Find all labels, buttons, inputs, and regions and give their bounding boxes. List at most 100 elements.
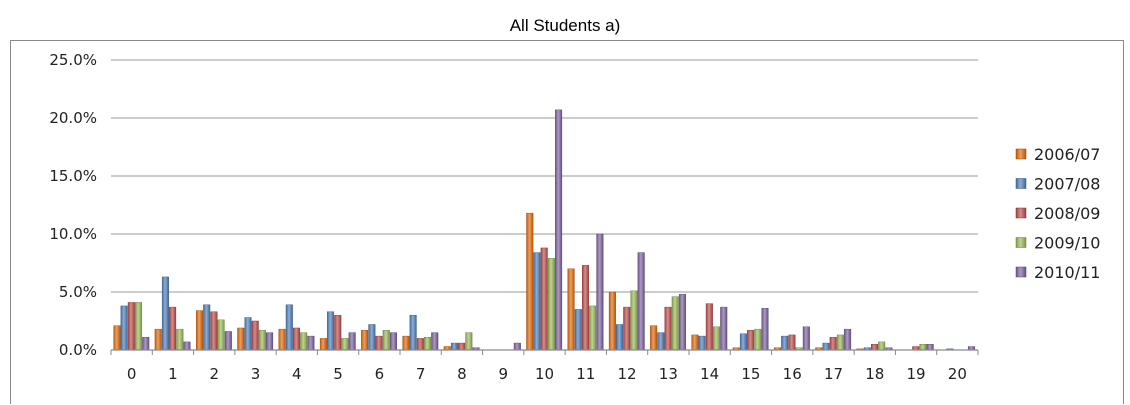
bar-2007-08-cat-10 (533, 252, 541, 351)
legend-swatch (1015, 266, 1027, 278)
bar-2008-09-cat-15 (747, 330, 755, 351)
bar-2006-07-cat-13 (650, 325, 658, 351)
y-tick-label: 5.0% (59, 283, 97, 301)
bar-2008-09-cat-8 (458, 342, 466, 351)
bar-2006-07-cat-0 (113, 325, 121, 351)
y-tick-label: 25.0% (49, 51, 97, 69)
bar-2010-11-cat-6 (389, 332, 397, 351)
bar-2007-08-cat-12 (616, 324, 624, 351)
bar-2007-08-cat-0 (120, 305, 128, 351)
bar-2007-08-cat-17 (822, 342, 830, 351)
x-tick-label: 16 (783, 365, 802, 383)
bar-2007-08-cat-16 (781, 335, 789, 351)
bar-2009-10-cat-0 (135, 302, 143, 351)
x-tick-label: 13 (659, 365, 678, 383)
bar-2006-07-cat-5 (319, 338, 327, 351)
bar-2008-09-cat-0 (127, 302, 135, 351)
bar-2007-08-cat-4 (285, 304, 293, 351)
bar-2009-10-cat-14 (713, 326, 721, 351)
bar-2010-11-cat-19 (926, 344, 934, 351)
x-tick-label: 17 (824, 365, 843, 383)
x-tick-label: 12 (618, 365, 637, 383)
bar-2009-10-cat-13 (671, 296, 679, 351)
x-tick-label: 3 (251, 365, 261, 383)
bar-2010-11-cat-5 (348, 332, 356, 351)
bar-2009-10-cat-8 (465, 332, 473, 351)
bar-2006-07-cat-2 (196, 310, 204, 351)
bar-2010-11-cat-9 (513, 342, 521, 351)
bar-2009-10-cat-19 (919, 344, 927, 351)
x-tick-label: 10 (535, 365, 554, 383)
bar-2006-07-cat-12 (608, 291, 616, 351)
chart-frame (10, 40, 1124, 404)
legend-label: 2007/08 (1034, 175, 1100, 194)
bar-2008-09-cat-12 (623, 306, 631, 351)
bar-2008-09-cat-4 (292, 327, 300, 351)
bar-2010-11-cat-16 (802, 326, 810, 351)
bar-2010-11-cat-10 (555, 109, 563, 351)
legend-swatch (1015, 148, 1027, 160)
bar-2010-11-cat-7 (431, 332, 439, 351)
bar-2007-08-cat-6 (368, 324, 376, 351)
y-tick-label: 10.0% (49, 225, 97, 243)
bar-2010-11-cat-11 (596, 233, 604, 351)
legend-swatch (1015, 237, 1027, 248)
bars (113, 109, 975, 351)
bar-2010-11-cat-3 (266, 332, 274, 351)
legend: 2006/07 2007/08 2008/09 2009/10 2010/11 (1015, 145, 1100, 282)
bar-2009-10-cat-10 (547, 258, 555, 351)
x-tick-label: 11 (576, 365, 595, 383)
bar-2010-11-cat-15 (761, 308, 769, 351)
bar-2006-07-cat-1 (154, 328, 162, 351)
bar-2009-10-cat-15 (754, 328, 762, 351)
chart-title: All Students a) (509, 16, 621, 35)
bar-2010-11-cat-1 (183, 341, 191, 351)
bar-2007-08-cat-7 (409, 315, 417, 351)
bar-2009-10-cat-2 (217, 319, 225, 351)
bar-2009-10-cat-3 (258, 330, 266, 351)
bar-2010-11-cat-14 (720, 306, 728, 351)
bar-2009-10-cat-4 (300, 332, 308, 351)
bar-2008-09-cat-11 (581, 265, 589, 351)
legend-swatch (1015, 207, 1027, 219)
x-axis-tick-labels: 0 1 2 3 4 5 6 7 8 9 10 11 12 13 14 15 16 17 18 19 20 (127, 365, 967, 383)
legend-swatch (1015, 178, 1027, 189)
x-tick-label: 4 (292, 365, 302, 383)
bar-2006-07-cat-11 (567, 268, 575, 351)
bar-2009-10-cat-1 (176, 328, 184, 351)
bar-2008-09-cat-13 (664, 306, 672, 351)
bar-2009-10-cat-7 (424, 337, 432, 351)
x-tick-label: 8 (457, 365, 467, 383)
x-tick-label: 19 (907, 365, 926, 383)
bar-2010-11-cat-17 (844, 328, 852, 351)
bar-2010-11-cat-12 (637, 252, 645, 351)
legend-label: 2009/10 (1034, 234, 1100, 253)
bar-2008-09-cat-5 (334, 315, 342, 351)
bar-2008-09-cat-17 (829, 337, 837, 351)
bar-2006-07-cat-6 (361, 330, 369, 351)
bar-2009-10-cat-17 (836, 334, 844, 351)
bar-2006-07-cat-4 (278, 328, 286, 351)
bar-2008-09-cat-3 (251, 320, 259, 351)
x-tick-label: 15 (741, 365, 760, 383)
x-tick-label: 14 (700, 365, 719, 383)
bar-2010-11-cat-13 (678, 294, 686, 351)
legend-label: 2010/11 (1034, 263, 1100, 282)
bar-2009-10-cat-18 (878, 341, 886, 351)
bar-2008-09-cat-16 (788, 334, 796, 351)
legend-label: 2008/09 (1034, 204, 1100, 223)
y-tick-label: 20.0% (49, 109, 97, 127)
bar-2007-08-cat-13 (657, 332, 665, 351)
bar-2008-09-cat-7 (416, 338, 424, 351)
bar-2008-09-cat-14 (705, 303, 713, 351)
bar-2008-09-cat-18 (870, 344, 878, 351)
x-tick-label: 1 (168, 365, 178, 383)
bar-2009-10-cat-6 (382, 330, 390, 351)
x-tick-label: 0 (127, 365, 137, 383)
bar-2008-09-cat-6 (375, 335, 383, 351)
bar-2006-07-cat-14 (691, 334, 699, 351)
x-tick-label: 6 (375, 365, 385, 383)
x-tick-label: 20 (948, 365, 967, 383)
bar-2007-08-cat-3 (244, 317, 252, 351)
